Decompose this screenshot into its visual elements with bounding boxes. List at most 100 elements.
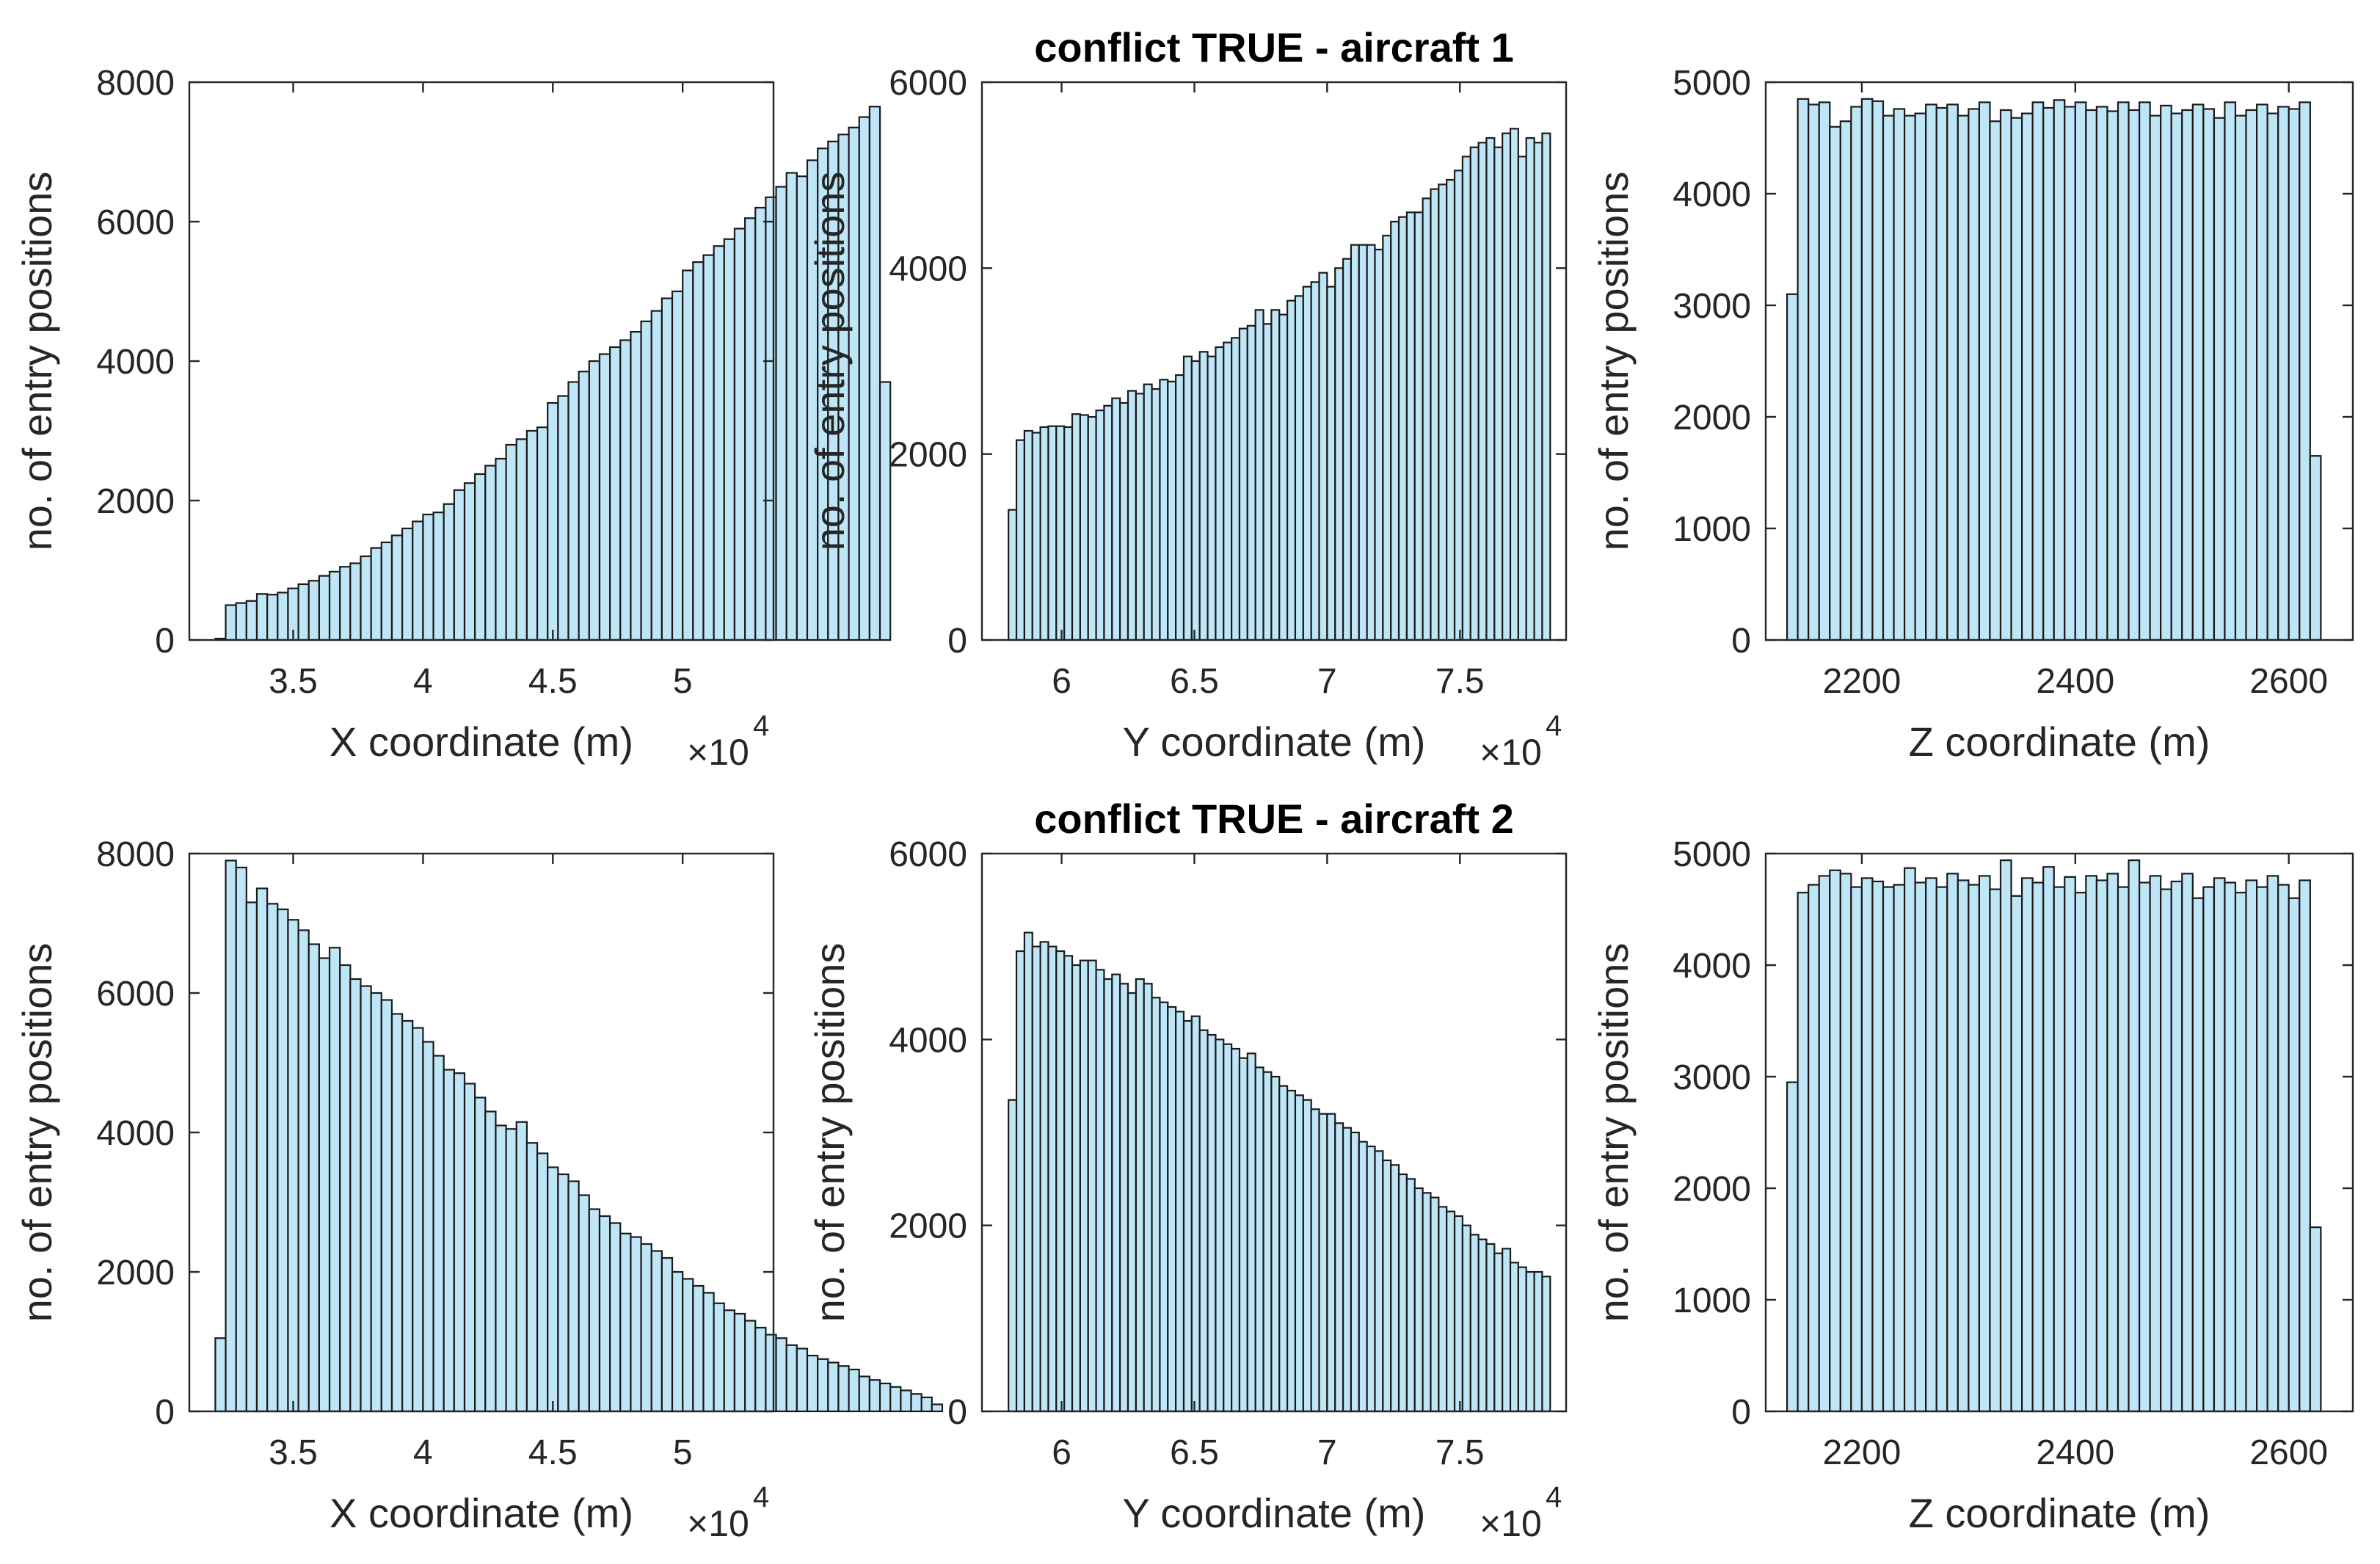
- histogram-bar: [858, 116, 870, 641]
- y-tick-label: 2000: [1673, 1170, 1751, 1209]
- histogram-bar: [1871, 100, 1885, 641]
- x-tick-label: 2600: [2249, 662, 2328, 701]
- histogram-bar: [1397, 1173, 1408, 1413]
- histogram-bar: [630, 331, 642, 641]
- histogram-bar: [1207, 1033, 1217, 1413]
- y-tick-label: 5000: [1673, 64, 1751, 103]
- y-tick-label: 4000: [1673, 947, 1751, 986]
- histogram-bar: [401, 1019, 414, 1413]
- histogram-bar: [1797, 98, 1810, 641]
- histogram-bar: [1533, 1270, 1543, 1413]
- histogram-bar: [1310, 281, 1320, 641]
- histogram-bar: [1390, 1164, 1400, 1413]
- histogram-bar: [557, 1173, 569, 1413]
- histogram-bar: [277, 908, 289, 1413]
- histogram-bar: [235, 602, 247, 641]
- histogram-bar: [848, 1368, 860, 1413]
- histogram-bar: [1469, 146, 1480, 641]
- histogram-bar: [235, 866, 247, 1413]
- histogram-bar: [1935, 886, 1948, 1413]
- histogram-bar: [1914, 881, 1927, 1413]
- histogram-bar: [1366, 1145, 1376, 1413]
- y-tick-label: 2000: [1673, 399, 1751, 437]
- histogram-bar: [1893, 108, 1906, 641]
- x-axis-exponent-power: 4: [1546, 1481, 1562, 1513]
- x-tick-label: 4: [413, 1433, 433, 1472]
- y-tick-label: 1000: [1673, 510, 1751, 549]
- histogram-bar: [1413, 211, 1424, 641]
- x-tick-label: 2600: [2249, 1433, 2328, 1472]
- x-axis-label: Y coordinate (m): [1123, 1490, 1426, 1536]
- x-tick-label: 3.5: [269, 1433, 318, 1472]
- histogram-bar: [1461, 156, 1471, 641]
- histogram-bar: [785, 172, 798, 641]
- histogram-bar: [1207, 355, 1217, 641]
- histogram-bar: [2234, 892, 2247, 1413]
- histogram-bar: [505, 1128, 517, 1413]
- histogram-bar: [1438, 183, 1448, 641]
- histogram-bar: [889, 1386, 902, 1413]
- histogram-bar: [765, 1334, 777, 1413]
- y-tick-label: 3000: [1673, 1058, 1751, 1097]
- histogram-bar: [1422, 1192, 1432, 1413]
- histogram-bar: [318, 957, 331, 1413]
- histogram-bar: [1925, 103, 1937, 641]
- histogram-bar: [1071, 964, 1081, 1413]
- histogram-bar: [1175, 1011, 1185, 1413]
- histogram-bar: [1238, 1057, 1248, 1413]
- histogram-bar: [1989, 120, 2002, 641]
- histogram-bar: [1127, 992, 1137, 1413]
- histogram-bar: [2299, 879, 2311, 1413]
- histogram-bar: [878, 1382, 892, 1413]
- histogram-bar: [1039, 941, 1049, 1413]
- histogram-bar: [2020, 112, 2034, 641]
- x-tick-label: 7: [1317, 662, 1337, 701]
- histogram-bar: [1502, 1248, 1512, 1413]
- histogram-bar: [1294, 295, 1304, 641]
- histogram-bar: [463, 1083, 476, 1413]
- histogram-bar: [837, 1365, 850, 1413]
- histogram-bar: [1008, 1099, 1018, 1413]
- histogram-bar: [495, 457, 507, 641]
- histogram-bar: [1374, 248, 1384, 641]
- axes-box: [1764, 852, 2354, 1413]
- histogram-bar: [2213, 877, 2226, 1413]
- y-tick-label: 0: [1731, 622, 1751, 661]
- histogram-bar: [1493, 146, 1504, 641]
- histogram-bar: [900, 1389, 912, 1413]
- histogram-bar: [1119, 983, 1129, 1413]
- histogram-bar: [1517, 1266, 1527, 1413]
- histogram-bar: [2117, 886, 2130, 1413]
- histogram-bar: [1223, 341, 1233, 641]
- histogram-bar: [1238, 327, 1248, 641]
- histogram-bar: [1786, 293, 1799, 641]
- histogram-bar: [723, 238, 736, 641]
- histogram-bar: [1999, 859, 2012, 1413]
- histogram-bar: [920, 1396, 933, 1413]
- histogram-bar: [214, 1337, 227, 1413]
- histogram-bar: [1925, 877, 1937, 1413]
- histogram-bar: [484, 1110, 497, 1413]
- histogram-bar: [1957, 879, 1970, 1413]
- histogram-bar: [1882, 886, 1895, 1413]
- histogram-bar: [775, 1337, 787, 1413]
- histogram-bar: [318, 575, 331, 641]
- histogram-bar: [255, 593, 269, 641]
- histogram-bar: [1095, 410, 1105, 641]
- histogram-bar: [1358, 244, 1368, 641]
- histogram-bar: [2149, 875, 2162, 1413]
- histogram-bar: [1167, 1005, 1177, 1413]
- histogram-bar: [827, 1361, 840, 1413]
- y-tick-label: 2000: [889, 1207, 967, 1246]
- x-tick-label: 6.5: [1170, 662, 1219, 701]
- histogram-bar: [1198, 1029, 1209, 1413]
- histogram-bar: [401, 527, 414, 641]
- histogram-bar: [525, 1142, 539, 1413]
- y-tick-label: 2000: [96, 1254, 175, 1292]
- histogram-bar: [2277, 884, 2290, 1413]
- histogram-bar: [2191, 103, 2205, 641]
- histogram-bar: [307, 943, 320, 1413]
- histogram-bar: [1326, 285, 1336, 641]
- histogram-bar: [1541, 132, 1551, 641]
- axes-box: [1764, 81, 2354, 641]
